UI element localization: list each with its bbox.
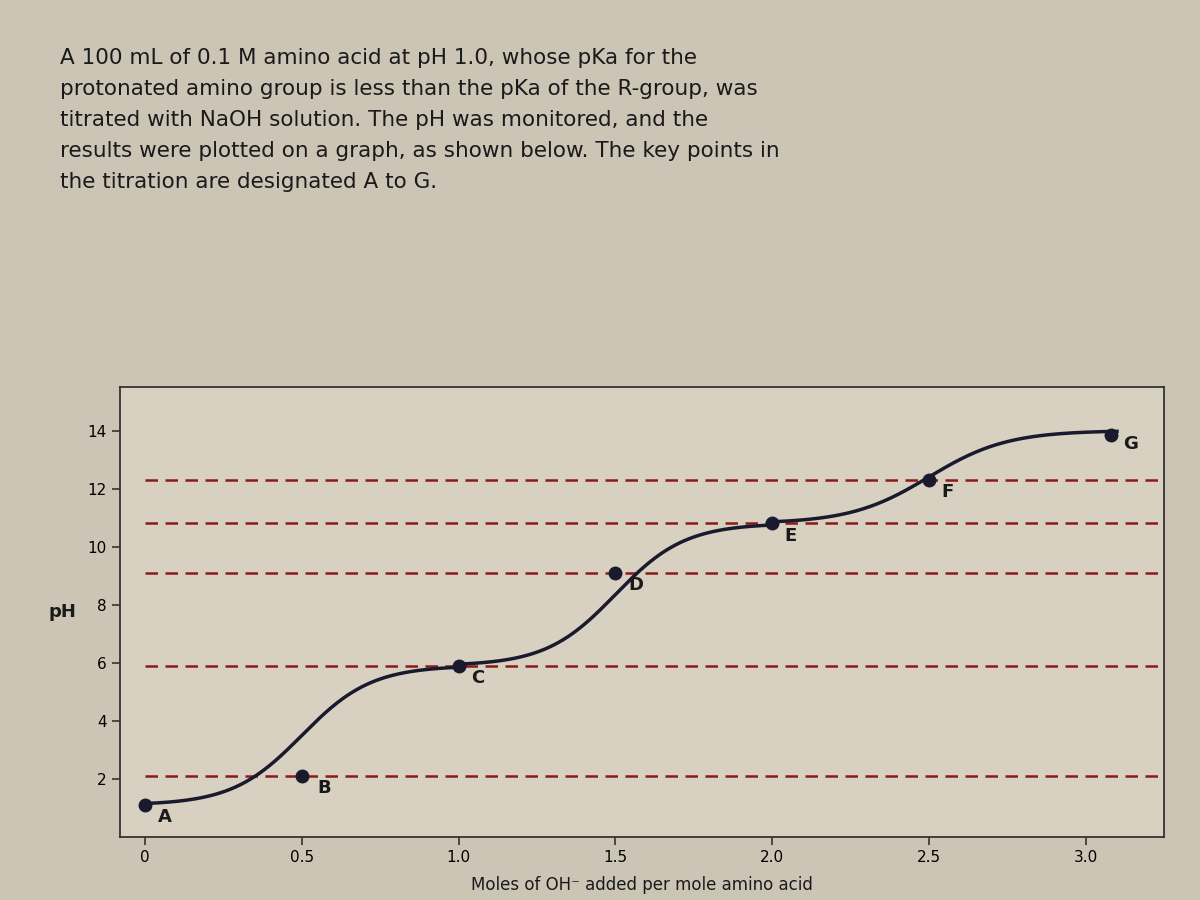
- Text: G: G: [1123, 436, 1138, 454]
- Text: D: D: [628, 576, 643, 594]
- Text: F: F: [942, 483, 954, 501]
- Text: A: A: [157, 808, 172, 826]
- Text: E: E: [785, 526, 797, 544]
- Text: C: C: [472, 669, 485, 687]
- Text: B: B: [318, 779, 331, 797]
- X-axis label: Moles of OH⁻ added per mole amino acid: Moles of OH⁻ added per mole amino acid: [472, 877, 812, 895]
- Y-axis label: pH: pH: [49, 603, 77, 621]
- Text: A 100 mL of 0.1 M amino acid at pH 1.0, whose pKa for the
protonated amino group: A 100 mL of 0.1 M amino acid at pH 1.0, …: [60, 48, 780, 193]
